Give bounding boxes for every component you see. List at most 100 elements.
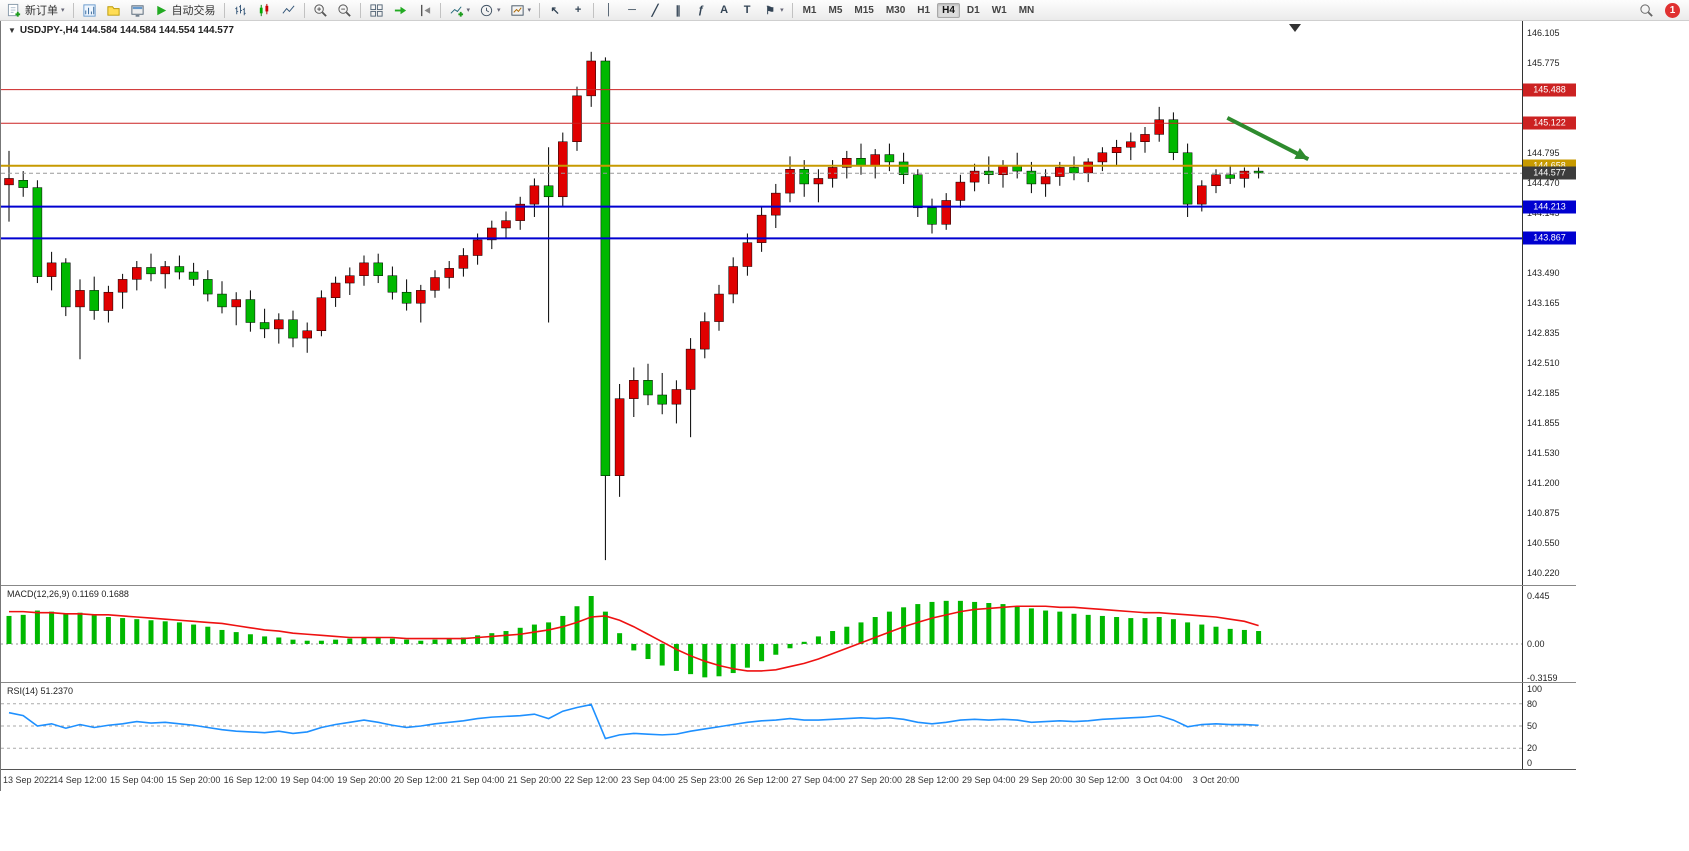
bull-candle — [558, 141, 568, 198]
price-axis[interactable]: 146.105145.775144.795144.470144.145143.4… — [1522, 21, 1577, 585]
trend-arrow-head[interactable] — [1294, 148, 1309, 160]
channel-tool-button[interactable]: ∥ — [667, 0, 689, 20]
arrows-tool-icon: ⚑ — [765, 4, 775, 17]
arrows-tool-button[interactable]: ⚑ ▾ — [759, 0, 788, 20]
time-axis-label: 3 Oct 04:00 — [1135, 775, 1183, 785]
fibonacci-tool-button[interactable]: ƒ — [690, 0, 712, 20]
crosshair-tool-button[interactable]: + — [567, 0, 589, 20]
cursor-tool-button[interactable]: ↖ — [544, 0, 566, 20]
market-watch-button[interactable] — [78, 0, 101, 20]
trend-arrow-line[interactable] — [1226, 116, 1310, 161]
autotrade-button[interactable]: 自动交易 — [150, 0, 220, 20]
timeframe-button-h1[interactable]: H1 — [917, 4, 931, 16]
line-chart-mode-button[interactable] — [277, 0, 300, 20]
bull-candle — [274, 319, 284, 330]
bear-candle — [174, 266, 185, 273]
zoom-out-button[interactable] — [333, 0, 356, 20]
bull-candle — [1040, 176, 1051, 185]
tile-windows-button[interactable] — [365, 0, 388, 20]
bull-candle — [458, 255, 469, 269]
bull-candle — [359, 262, 369, 276]
bull-candle — [4, 178, 14, 186]
timeframe-button-m30[interactable]: M30 — [885, 4, 906, 16]
timeframe-button-d1[interactable]: D1 — [966, 4, 980, 16]
time-axis-label: 21 Sep 04:00 — [450, 775, 505, 785]
rsi-plot[interactable] — [1, 683, 1522, 770]
timeframe-button-mn[interactable]: MN — [1018, 4, 1035, 16]
bear-candle — [89, 290, 99, 311]
macd-histogram-bar — [1028, 608, 1034, 644]
periods-button[interactable]: ▾ — [475, 0, 505, 20]
templates-button[interactable]: ▾ — [506, 0, 536, 20]
bull-candle — [1239, 170, 1250, 179]
macd-histogram-bar — [432, 639, 438, 644]
line-chart-icon — [282, 5, 295, 14]
macd-histogram-bar — [460, 637, 466, 644]
terminal-button[interactable] — [126, 0, 149, 20]
clock-icon — [480, 4, 493, 16]
macd-histogram-bar — [1213, 626, 1219, 644]
price-tick-label: 143.490 — [1527, 267, 1560, 278]
price-tick-label: 140.550 — [1527, 537, 1560, 548]
macd-histogram-bar — [517, 627, 523, 644]
autoscroll-button[interactable] — [389, 0, 412, 20]
separator — [593, 2, 595, 18]
timeframe-button-m5[interactable]: M5 — [828, 4, 843, 16]
time-axis[interactable]: 13 Sep 2022 14 Sep 12:00 15 Sep 04:00 15 Se… — [1, 769, 1576, 792]
macd-histogram-bar — [347, 638, 353, 644]
timeframe-button-m1[interactable]: M1 — [802, 4, 817, 16]
text-tool-button[interactable]: A — [713, 0, 735, 20]
bull-candle — [330, 282, 341, 298]
bull-candle — [771, 192, 781, 216]
bear-candle — [401, 291, 412, 304]
macd-histogram-bar — [120, 618, 126, 644]
macd-histogram-bar — [730, 643, 736, 674]
bear-candle — [1182, 152, 1193, 205]
macd-histogram-bar — [1085, 614, 1091, 644]
bear-candle — [856, 158, 866, 166]
zoom-in-button[interactable] — [309, 0, 332, 20]
navigator-button[interactable] — [102, 0, 125, 20]
macd-signal-line — [9, 605, 1259, 672]
bar-chart-mode-button[interactable] — [229, 0, 252, 20]
macd-plot[interactable] — [1, 586, 1522, 683]
vertical-line-tool-button[interactable]: │ — [598, 0, 620, 20]
macd-histogram-bar — [1241, 629, 1247, 644]
channel-icon: ∥ — [675, 4, 681, 17]
bull-candle — [714, 293, 724, 322]
price-level-badge: 145.488 — [1523, 83, 1576, 97]
trendline-tool-button[interactable]: ╱ — [644, 0, 666, 20]
macd-axis[interactable]: 0.445 0.00 -0.3159 — [1522, 586, 1577, 683]
rsi-line — [8, 703, 1259, 740]
new-order-button[interactable]: 新订单 ▾ — [3, 0, 69, 20]
macd-histogram-bar — [404, 639, 410, 644]
rsi-tick-label: 20 — [1527, 743, 1538, 754]
notification-badge[interactable]: 1 — [1665, 2, 1680, 18]
bear-candle — [32, 187, 43, 277]
bull-candle — [1211, 174, 1221, 187]
time-axis-label: 26 Sep 12:00 — [734, 775, 789, 785]
candlestick-mode-button[interactable] — [253, 0, 276, 20]
timeframe-button-w1[interactable]: W1 — [991, 4, 1007, 16]
price-tick-label: 142.835 — [1527, 328, 1560, 339]
main-chart-plot[interactable] — [1, 21, 1522, 585]
search-button[interactable] — [1635, 0, 1658, 20]
macd-histogram-bar — [1227, 628, 1233, 644]
chart-shift-marker[interactable] — [1289, 24, 1301, 32]
macd-histogram-bar — [333, 639, 339, 644]
ohlc-toggle-icon[interactable]: ▼ — [8, 26, 16, 35]
caret-down-icon: ▾ — [61, 7, 65, 14]
label-tool-button[interactable]: T — [736, 0, 758, 20]
macd-histogram-bar — [943, 600, 949, 644]
macd-histogram-bar — [602, 611, 608, 644]
time-axis-label: 19 Sep 04:00 — [280, 775, 334, 785]
indicators-button[interactable]: ▾ — [445, 0, 475, 20]
macd-histogram-bar — [105, 617, 111, 644]
price-tick-label: 144.470 — [1527, 178, 1560, 189]
chart-shift-button[interactable] — [413, 0, 436, 20]
rsi-axis[interactable]: 100 80 50 20 0 — [1522, 683, 1577, 770]
timeframe-button-m15[interactable]: M15 — [854, 4, 874, 16]
timeframe-button-h4[interactable]: H4 — [937, 2, 960, 18]
time-axis-label: 19 Sep 20:00 — [337, 775, 391, 785]
horizontal-line-tool-button[interactable]: ─ — [621, 0, 643, 20]
